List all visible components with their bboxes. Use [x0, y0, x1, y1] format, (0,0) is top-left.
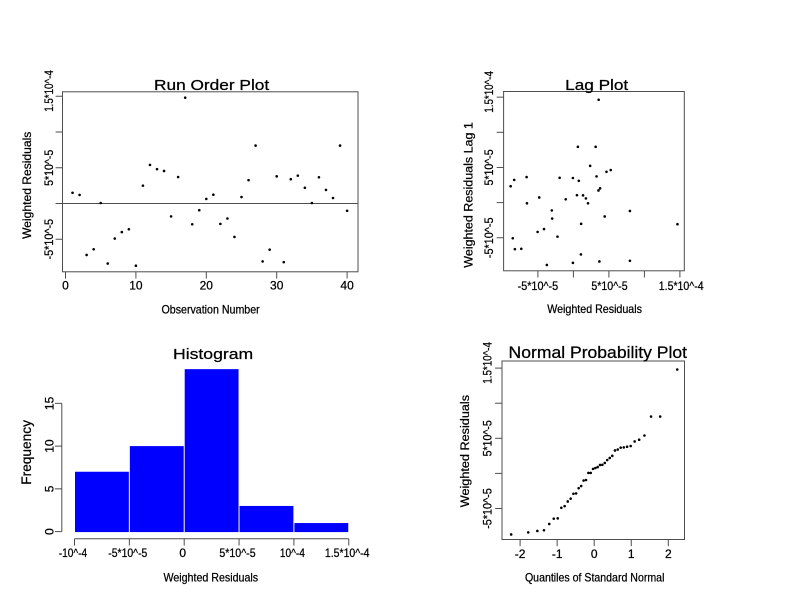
svg-text:-5*10^-5: -5*10^-5 [481, 488, 495, 529]
svg-text:Lag Plot: Lag Plot [565, 77, 629, 94]
svg-text:30: 30 [270, 279, 284, 293]
svg-text:5: 5 [43, 485, 57, 492]
svg-text:1: 1 [628, 547, 635, 561]
svg-text:Normal Probability Plot: Normal Probability Plot [509, 343, 688, 362]
svg-text:15: 15 [43, 396, 57, 410]
svg-text:5*10^-5: 5*10^-5 [481, 420, 495, 456]
svg-text:1.5*10^-4: 1.5*10^-4 [42, 70, 56, 112]
svg-text:Histogram: Histogram [173, 346, 253, 363]
svg-text:Frequency: Frequency [19, 420, 34, 485]
svg-text:-10^-4: -10^-4 [59, 546, 88, 560]
svg-text:0: 0 [179, 546, 186, 560]
svg-text:Run Order Plot: Run Order Plot [154, 77, 270, 94]
svg-text:Weighted Residuals: Weighted Residuals [20, 132, 34, 239]
svg-text:-1: -1 [552, 547, 563, 561]
svg-text:-5*10^-5: -5*10^-5 [42, 219, 56, 260]
svg-text:-2: -2 [515, 547, 526, 561]
svg-text:5*10^-5: 5*10^-5 [591, 279, 627, 293]
svg-text:20: 20 [200, 279, 214, 293]
svg-text:10^-4: 10^-4 [280, 546, 305, 560]
svg-text:-5*10^-5: -5*10^-5 [108, 546, 147, 560]
svg-text:0: 0 [62, 279, 69, 293]
svg-text:Weighted Residuals: Weighted Residuals [163, 570, 258, 584]
svg-text:1.5*10^-4: 1.5*10^-4 [325, 546, 370, 560]
svg-text:40: 40 [340, 279, 354, 293]
svg-text:5*10^-5: 5*10^-5 [42, 149, 56, 185]
svg-text:-5*10^-5: -5*10^-5 [518, 279, 559, 293]
svg-text:5*10^-5: 5*10^-5 [482, 149, 496, 185]
svg-text:2: 2 [665, 547, 672, 561]
svg-text:1.5*10^-4: 1.5*10^-4 [482, 71, 496, 113]
svg-text:Weighted Residuals: Weighted Residuals [547, 302, 642, 316]
svg-text:Weighted Residuals Lag 1: Weighted Residuals Lag 1 [462, 122, 476, 268]
svg-text:1.5*10^-4: 1.5*10^-4 [659, 279, 704, 293]
svg-text:5*10^-5: 5*10^-5 [219, 546, 255, 560]
svg-text:Quantiles of Standard Normal: Quantiles of Standard Normal [525, 570, 665, 584]
svg-text:10: 10 [129, 279, 143, 293]
svg-text:10: 10 [43, 439, 57, 453]
svg-text:1.5*10^-4: 1.5*10^-4 [481, 342, 495, 384]
svg-text:Weighted Residuals: Weighted Residuals [458, 395, 472, 507]
svg-text:0: 0 [591, 547, 598, 561]
svg-text:0: 0 [43, 528, 57, 535]
svg-text:Observation Number: Observation Number [162, 303, 260, 317]
svg-text:-5*10^-5: -5*10^-5 [482, 217, 496, 258]
